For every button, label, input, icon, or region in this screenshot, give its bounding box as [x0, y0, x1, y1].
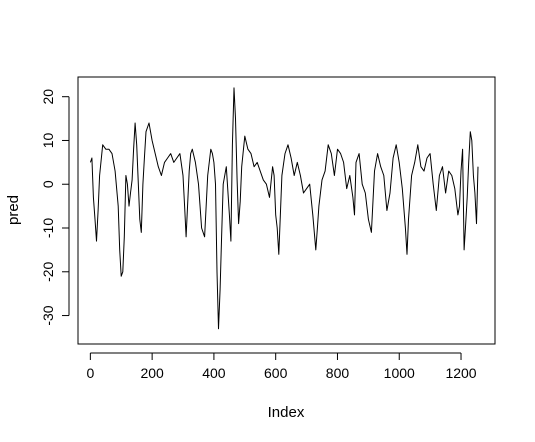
x-tick-label: 0 [86, 365, 94, 381]
x-axis-title: Index [268, 404, 305, 421]
x-tick-label: 800 [326, 365, 350, 381]
series-layer [89, 87, 479, 330]
x-tick-label: 1000 [384, 365, 415, 381]
x-tick-label: 600 [264, 365, 288, 381]
series-line [89, 87, 479, 330]
y-tick-label: 10 [40, 132, 56, 148]
y-tick-label: -20 [40, 261, 56, 281]
y-tick-label: 0 [40, 180, 56, 188]
x-tick-label: 200 [140, 365, 164, 381]
x-axis: 0 200 400 600 800 1000 1200 [86, 352, 477, 381]
y-tick-label: 20 [40, 89, 56, 105]
plot-frame [77, 76, 496, 345]
x-tick-label: 400 [202, 365, 226, 381]
x-tick-label: 1200 [445, 365, 476, 381]
y-tick-label: -30 [40, 305, 56, 325]
y-axis: -30 -20 -10 0 10 20 [40, 89, 70, 326]
y-tick-label: -10 [40, 218, 56, 238]
y-axis-title: pred [5, 195, 22, 225]
